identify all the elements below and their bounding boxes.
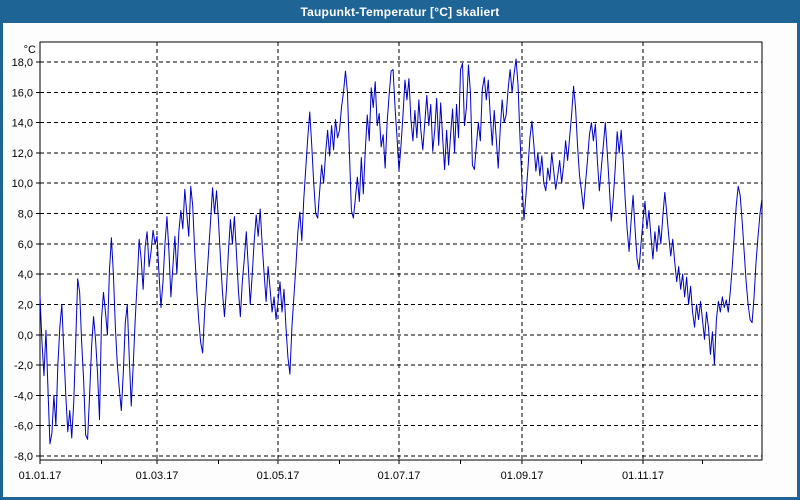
y-tick-label: 6,0: [18, 239, 33, 251]
y-tick-label: 4,0: [18, 269, 33, 281]
temperature-line: [39, 58, 763, 445]
y-tick-label: 8,0: [18, 209, 33, 221]
plot-canvas: 18,0 16,0 14,0 12,0 10,0 8,0 6,0 4,0 2,0 0,0 -2,0 -…: [12, 41, 763, 482]
y-tick-label: -8,0: [14, 451, 33, 463]
y-tick-label: 10,0: [12, 178, 33, 190]
y-tick-label: 0,0: [18, 330, 33, 342]
y-tick-label: 14,0: [12, 118, 33, 130]
y-tick-label: -4,0: [14, 390, 33, 402]
chart-area: 18,0 16,0 14,0 12,0 10,0 8,0 6,0 4,0 2,0 0,0 -2,0 -…: [3, 23, 797, 497]
window-title: Taupunkt-Temperatur [°C] skaliert: [300, 4, 500, 19]
y-tick-label: 2,0: [18, 299, 33, 311]
x-tick-label: 01.01.17: [19, 470, 62, 482]
x-tick-label: 01.07.17: [378, 470, 421, 482]
x-tick-label: 01.03.17: [136, 470, 179, 482]
plot-border: [39, 41, 763, 461]
y-axis-unit-label: °C: [24, 44, 36, 56]
x-tick-label: 01.05.17: [257, 470, 300, 482]
y-tick-label: 12,0: [12, 148, 33, 160]
y-tick-label: 16,0: [12, 87, 33, 99]
y-tick-label: -2,0: [14, 360, 33, 372]
y-tick-label: -6,0: [14, 421, 33, 433]
y-tick-label: 18,0: [12, 57, 33, 69]
titlebar[interactable]: Taupunkt-Temperatur [°C] skaliert: [0, 0, 800, 23]
x-tick-label: 01.09.17: [501, 470, 544, 482]
x-tick-label: 01.11.17: [622, 470, 664, 482]
